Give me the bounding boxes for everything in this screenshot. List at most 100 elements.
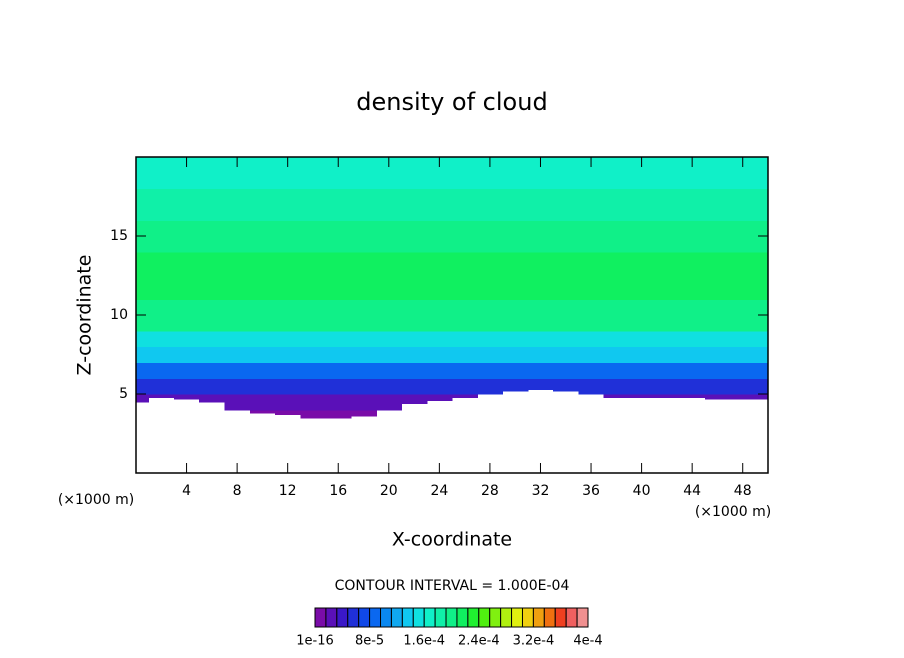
field-cell (755, 188, 769, 205)
field-cell (376, 330, 403, 348)
field-cell (730, 346, 756, 363)
field-cell (275, 220, 301, 237)
field-cell (477, 315, 504, 332)
field-cell (275, 172, 301, 190)
field-cell (173, 236, 200, 253)
x-tick-label: 36 (582, 483, 600, 499)
field-cell (249, 220, 276, 237)
field-cell (249, 157, 276, 174)
field-cell (376, 267, 403, 284)
field-cell (224, 346, 251, 363)
field-cell (628, 236, 655, 253)
field-cell (325, 315, 352, 332)
colorbar-box (467, 607, 480, 628)
field-cell (350, 299, 377, 316)
colorbar-box (543, 607, 556, 628)
field-cell (704, 283, 731, 300)
field-cell (730, 188, 756, 205)
field-cell (173, 283, 200, 300)
field-cell (275, 330, 301, 348)
field-cell (249, 251, 276, 269)
field-cell (553, 220, 579, 237)
field-cell (275, 236, 301, 253)
field-cell (502, 330, 529, 348)
field-cell (136, 236, 150, 253)
field-cell (350, 204, 377, 221)
field-cell (224, 220, 251, 237)
field-cell (704, 204, 731, 221)
field-cell (527, 315, 554, 332)
field-cell (199, 172, 226, 190)
field-cell (249, 188, 276, 205)
field-cell (376, 220, 403, 237)
field-cell (755, 378, 769, 395)
field-cell (477, 267, 504, 284)
field-cell (300, 378, 327, 395)
field-cell (679, 346, 706, 363)
field-cell (502, 362, 529, 379)
field-cell (426, 299, 453, 316)
field-cell (477, 204, 504, 221)
field-cell (199, 378, 226, 395)
field-cell (654, 362, 681, 379)
field-cell (173, 362, 200, 379)
field-cell (224, 330, 251, 348)
field-cell (654, 315, 681, 332)
field-cell (325, 204, 352, 221)
field-cell (275, 283, 301, 300)
colorbar-box (434, 607, 447, 628)
field-cell (173, 394, 200, 400)
field-cell (136, 251, 150, 269)
field-cell (199, 283, 226, 300)
field-cell (148, 172, 175, 190)
field-cell (502, 236, 529, 253)
field-cell (730, 362, 756, 379)
field-cell (603, 236, 630, 253)
field-cell (426, 283, 453, 300)
field-cell (603, 330, 630, 348)
field-cell (148, 267, 175, 284)
field-cell (426, 220, 453, 237)
contour-note: CONTOUR INTERVAL = 1.000E-04 (335, 578, 570, 594)
field-cell (426, 188, 453, 205)
field-cell (628, 299, 655, 316)
field-cell (628, 283, 655, 300)
field-cell (224, 378, 251, 395)
field-cell (350, 330, 377, 348)
field-cell (704, 157, 731, 174)
field-cell (325, 346, 352, 363)
x-tick-label: 28 (481, 483, 499, 499)
field-cell (452, 172, 478, 190)
field-cell (376, 172, 403, 190)
field-cell (376, 362, 403, 379)
field-cell (300, 236, 327, 253)
field-cell (224, 236, 251, 253)
field-cell (654, 157, 681, 174)
field-cell (426, 315, 453, 332)
field-cell (148, 251, 175, 269)
field-cell (704, 394, 731, 400)
field-cell (730, 394, 756, 400)
field-cell (199, 346, 226, 363)
field-cell (502, 378, 529, 392)
field-cell (249, 204, 276, 221)
field-cell (477, 362, 504, 379)
field-cell (679, 267, 706, 284)
field-cell (578, 188, 605, 205)
field-cell (426, 172, 453, 190)
field-cell (502, 283, 529, 300)
field-cell (249, 315, 276, 332)
colorbar-box (554, 607, 567, 628)
field-cell (502, 267, 529, 284)
field-cell (173, 299, 200, 316)
field-cell (603, 315, 630, 332)
field-cell (628, 378, 655, 395)
field-cell (502, 315, 529, 332)
field-cell (224, 315, 251, 332)
field-cell (730, 315, 756, 332)
field-cell (136, 204, 150, 221)
field-cell (426, 362, 453, 379)
field-cell (654, 172, 681, 190)
field-cell (249, 394, 276, 411)
field-cell (730, 299, 756, 316)
